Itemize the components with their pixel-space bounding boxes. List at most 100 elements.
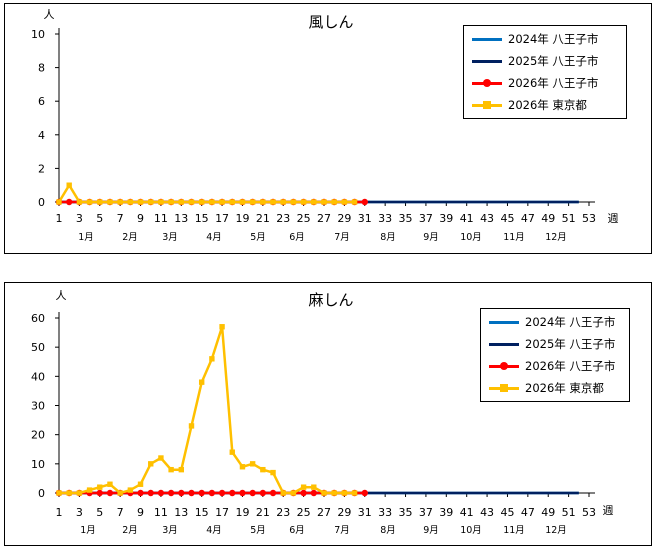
data-point [290,490,297,496]
month-label: 8月 [380,525,396,536]
y-tick-label: 30 [31,400,45,413]
data-point [310,489,318,497]
data-point [86,199,93,205]
x-tick-label: 5 [96,212,103,225]
data-point [188,489,195,497]
x-tick-label: 23 [276,506,290,519]
month-label: 1月 [80,525,96,536]
x-tick-label: 53 [582,506,596,519]
data-point [341,199,348,205]
x-tick-label: 23 [276,212,290,225]
data-point [137,489,144,497]
x-tick-label: 53 [582,212,596,225]
series-line [57,183,355,204]
month-label: 3月 [162,525,178,536]
y-tick-label: 10 [31,458,45,471]
month-label: 10月 [460,232,482,243]
x-tick-label: 3 [76,212,83,225]
legend-swatch [470,55,504,67]
month-label: 2月 [122,232,138,243]
legend-label: 2026年 東京都 [508,98,587,112]
data-point [229,199,235,205]
data-point [311,484,317,490]
x-tick-label: 9 [137,212,144,225]
legend-item: 2025年 八王子市 [470,50,620,72]
month-label: 4月 [206,525,222,536]
data-point [178,466,185,473]
x-tick-label: 31 [358,212,372,225]
series-line [59,325,355,495]
data-point [76,199,83,205]
x-tick-label: 27 [317,212,331,225]
data-point [208,489,216,497]
y-tick-label: 4 [38,129,45,142]
data-point [209,356,215,362]
chart-panel-measles: 麻しん人週 0 10 20 30 40 50 60 1 3 5 7 9 11 13 15 17 19 21 23 25 2… [4,282,652,546]
x-tick-label: 41 [460,212,474,225]
x-tick-label: 31 [358,506,372,519]
data-point [260,466,266,473]
x-tick-label: 21 [256,212,270,225]
data-point [158,455,164,461]
x-tick-label: 37 [419,212,433,225]
x-tick-label: 37 [419,506,433,519]
x-tick-label: 27 [317,506,331,519]
x-tick-label: 1 [56,212,63,225]
month-label: 5月 [250,525,266,536]
x-tick-label: 49 [541,212,555,225]
legend-label: 2026年 八王子市 [508,76,599,90]
legend-item: 2024年 八王子市 [470,28,620,50]
legend-label: 2025年 八王子市 [508,54,599,68]
chart-title: 麻しん [308,291,353,309]
month-label: 9月 [423,232,439,243]
data-point [249,199,256,205]
data-point [66,182,72,188]
data-point [117,199,123,205]
x-tick-label: 47 [521,212,535,225]
data-point [280,199,286,205]
data-point [219,324,225,330]
month-label: 2月 [122,525,138,536]
y-tick-label: 60 [31,312,45,325]
data-point [96,489,103,497]
x-tick-label: 3 [76,506,83,519]
data-point [239,464,246,470]
data-point [157,489,165,497]
data-point [76,490,83,496]
data-point [351,199,358,205]
data-point [86,487,93,493]
data-point [219,199,225,205]
series-3 [56,324,358,496]
month-label: 7月 [334,232,350,243]
data-point [168,466,174,473]
data-point [97,484,103,490]
data-point [137,199,144,205]
y-tick-label: 50 [31,341,45,354]
month-label: 7月 [334,525,350,536]
data-point [290,199,297,205]
data-point [188,199,195,205]
data-point [249,461,256,467]
x-tick-label: 51 [562,212,576,225]
x-tick-label: 43 [480,212,494,225]
data-point [107,481,113,487]
x-tick-label: 19 [235,506,249,519]
data-point [259,489,267,497]
data-point [137,481,144,487]
data-point [270,199,276,205]
x-tick-label: 1 [56,506,63,519]
data-point [198,489,205,497]
data-point [300,484,307,490]
x-tick-label: 35 [399,506,413,519]
legend-item: 2026年 八王子市 [487,355,623,377]
month-label: 10月 [460,525,482,536]
data-point [300,489,307,497]
data-point [311,199,317,205]
legend-swatch [487,316,521,328]
data-point [178,199,185,205]
legend-item: 2026年 八王子市 [470,72,620,94]
legend-swatch [470,33,504,45]
x-tick-label: 47 [521,506,535,519]
x-tick-label: 17 [215,212,229,225]
y-tick-label: 40 [31,370,45,383]
